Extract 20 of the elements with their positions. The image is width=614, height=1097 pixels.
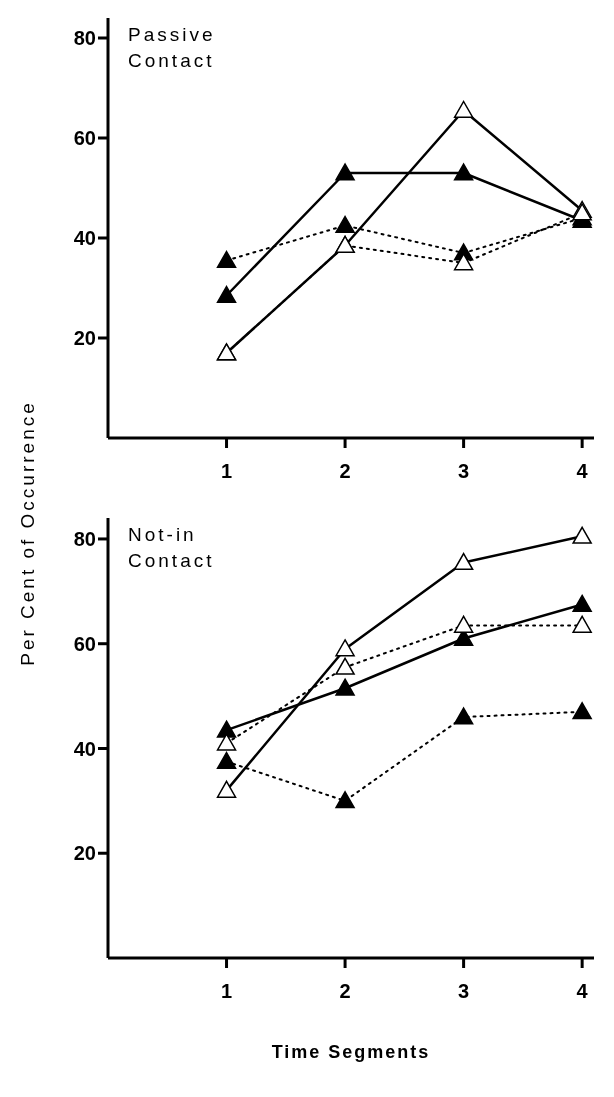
y-axis-title: Per Cent of Occurrence	[17, 400, 39, 666]
y-tick-label: 20	[73, 842, 96, 865]
y-tick-label: 40	[73, 737, 96, 760]
y-tick-label: 80	[73, 27, 96, 50]
x-axis-title: Time Segments	[271, 1042, 431, 1062]
x-tick-label: 1	[220, 980, 233, 1003]
y-tick-label: 20	[73, 327, 96, 350]
y-tick-label: 40	[73, 227, 96, 250]
x-tick-label: 2	[339, 460, 351, 483]
x-tick-label: 1	[220, 460, 233, 483]
x-tick-label: 4	[576, 980, 589, 1003]
x-tick-label: 3	[458, 460, 470, 483]
y-tick-label: 60	[73, 127, 96, 150]
y-tick-label: 60	[73, 632, 96, 655]
text: Not-in Contact	[128, 523, 216, 573]
y-tick-label: 80	[73, 528, 96, 551]
x-tick-label: 4	[576, 460, 589, 483]
x-tick-label: 2	[339, 980, 351, 1003]
x-tick-label: 3	[458, 980, 470, 1003]
text: Passive Contact	[128, 23, 217, 73]
